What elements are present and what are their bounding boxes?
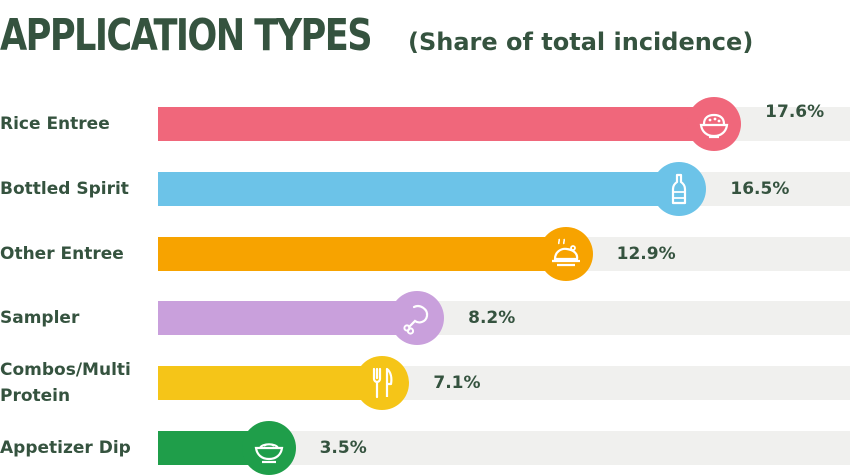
category-label-line: Appetizer Dip bbox=[0, 438, 131, 458]
value-label: 8.2% bbox=[468, 308, 516, 329]
category-label: Other Entree bbox=[0, 241, 150, 267]
value-label: 16.5% bbox=[730, 178, 790, 199]
category-label-line: Protein bbox=[0, 386, 71, 407]
category-label-line: Combos/Multi bbox=[0, 360, 131, 381]
bar-rice-entree bbox=[158, 107, 715, 141]
bottle-icon bbox=[652, 161, 707, 216]
category-label-line: Sampler bbox=[0, 308, 80, 329]
bar-other-entree bbox=[158, 236, 566, 271]
roast-chicken-icon bbox=[538, 226, 593, 281]
category-label-line: Other Entree bbox=[0, 243, 124, 264]
value-label: 7.1% bbox=[433, 373, 481, 394]
fork-knife-icon bbox=[355, 356, 410, 411]
category-label: Bottled Spirit bbox=[0, 176, 150, 202]
drumstick-icon bbox=[390, 291, 445, 346]
bar-combos-multi-protein bbox=[158, 366, 383, 401]
value-label: 12.9% bbox=[616, 243, 676, 264]
category-label: Combos/Multi Protein bbox=[0, 357, 150, 409]
value-label: 17.6% bbox=[765, 102, 825, 122]
category-label: Sampler bbox=[0, 305, 150, 331]
dip-bowl-icon bbox=[241, 421, 296, 475]
value-label: 3.5% bbox=[319, 438, 367, 458]
bar-bottled-spirit bbox=[158, 171, 680, 206]
category-label-line: Rice Entree bbox=[0, 114, 110, 134]
category-label: Appetizer Dip bbox=[0, 435, 150, 461]
rice-bowl-icon bbox=[687, 97, 742, 151]
chart-subtitle: (Share of total incidence) bbox=[408, 28, 754, 56]
chart-title: APPLICATION TYPES bbox=[0, 10, 373, 61]
category-label: Rice Entree bbox=[0, 111, 150, 137]
category-label-line: Bottled Spirit bbox=[0, 178, 129, 199]
bar-sampler bbox=[158, 301, 418, 336]
